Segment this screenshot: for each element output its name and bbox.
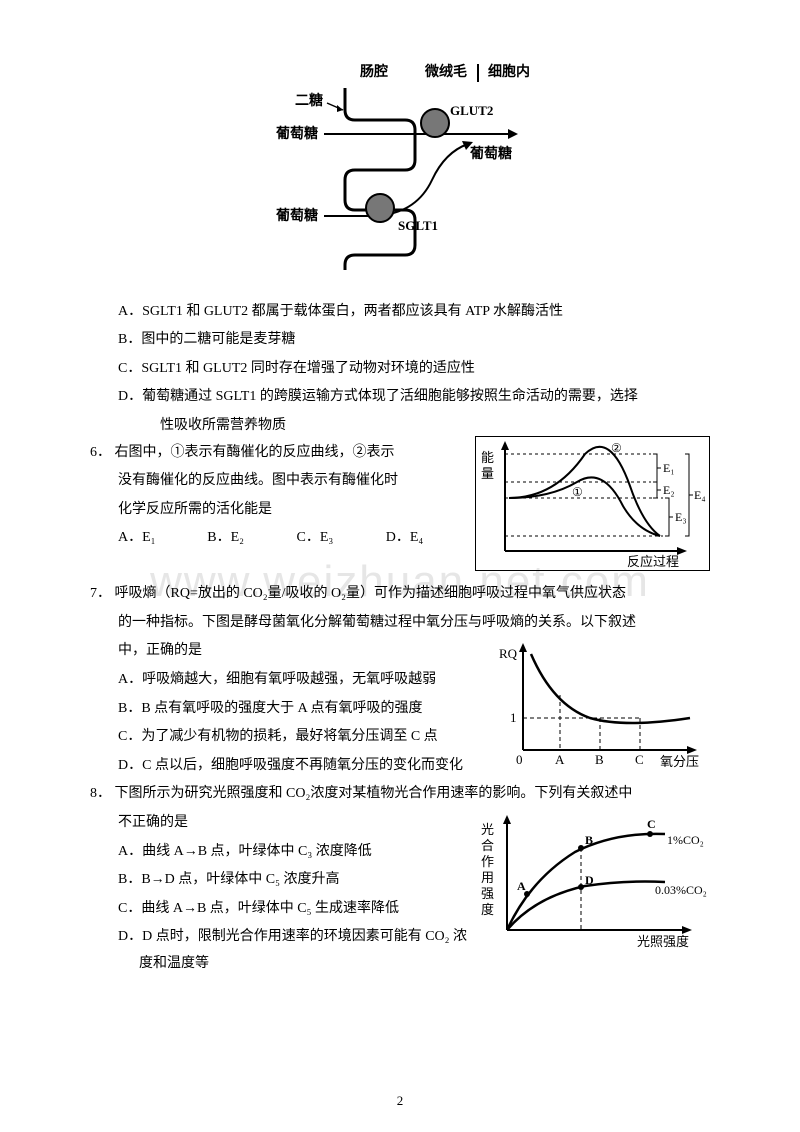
q7-y1: 1 — [510, 710, 517, 725]
page-content: 肠腔 微绒毛 细胞内 二糖 葡萄糖 GLUT2 葡萄糖 葡萄糖 SGLT1 — [90, 60, 710, 979]
q8-xlabel: 光照强度 — [637, 934, 689, 949]
q6-E3: E₃ — [675, 510, 687, 524]
q7-chart: RQ 氧分压 1 0 A B C — [495, 640, 710, 781]
q8-s1: 1%CO₂ — [667, 833, 704, 847]
q8-pA: A — [517, 879, 526, 893]
q6-E4: E₄ — [694, 488, 706, 502]
q5-opt-b: B．图中的二糖可能是麦芽糖 — [90, 327, 710, 354]
q7-B: B — [595, 752, 604, 767]
q8-stem1: 8． 下图所示为研究光照强度和 CO₂浓度对某植物光合作用速率的影响。下列有关叙… — [90, 781, 710, 808]
q6-xlabel: 反应过程 — [627, 554, 679, 569]
q6-ylabel: 能 — [481, 450, 494, 465]
q7-C: C — [635, 752, 644, 767]
q6-mark1: ① — [572, 485, 583, 499]
q6-E1: E₁ — [663, 461, 675, 475]
q8-pD: D — [585, 873, 594, 887]
q8-pC: C — [647, 817, 656, 831]
q7-A: A — [555, 752, 565, 767]
label-xibaonei: 细胞内 — [488, 63, 530, 80]
svg-text:作: 作 — [481, 854, 494, 869]
q8-s2: 0.03%CO₂ — [655, 883, 707, 897]
label-glucose-bottom: 葡萄糖 — [275, 207, 318, 224]
q8-pB: B — [585, 833, 593, 847]
q7-stem2: 的一种指标。下图是酵母菌氧化分解葡萄糖过程中氧分压与呼吸熵的关系。以下叙述 — [90, 610, 710, 637]
label-sglt1: SGLT1 — [398, 218, 438, 233]
sglt1-circle — [366, 194, 394, 222]
q5-opt-d: D．葡萄糖通过 SGLT1 的跨膜运输方式体现了活细胞能够按照生命活动的需要，选… — [90, 384, 710, 411]
q7-ylabel: RQ — [499, 646, 518, 661]
q6-chart: 能 量 反应过程 ① ② E₁ E₂ E₃ E₄ — [475, 436, 710, 582]
glut2-circle — [421, 109, 449, 137]
label-glucose-top: 葡萄糖 — [275, 125, 318, 142]
q8-chart: 光 合 作 用 强 度 光照强度 A B C D 1%CO₂ 0.03%CO₂ — [475, 812, 710, 963]
q7-xlabel: 氧分压 — [660, 754, 699, 769]
q6-opt-b: B．E₂ — [207, 525, 296, 552]
q6-opt-d: D．E₄ — [386, 525, 475, 552]
q6-mark2: ② — [611, 441, 622, 455]
label-changqiang: 肠腔 — [360, 63, 388, 80]
q6-opt-a: A．E₁ — [118, 525, 207, 552]
q6-options: A．E₁ B．E₂ C．E₃ D．E₄ — [90, 525, 475, 552]
diagram-membrane: 肠腔 微绒毛 细胞内 二糖 葡萄糖 GLUT2 葡萄糖 葡萄糖 SGLT1 — [90, 60, 710, 281]
page-number: 2 — [0, 1089, 800, 1114]
svg-text:强: 强 — [481, 886, 494, 901]
q5-opt-a: A．SGLT1 和 GLUT2 都属于载体蛋白，两者都应该具有 ATP 水解酶活… — [90, 299, 710, 326]
q7-stem1: 7． 呼吸熵（RQ=放出的 CO₂量/吸收的 O₂量）可作为描述细胞呼吸过程中氧… — [90, 581, 710, 608]
q5-opt-c: C．SGLT1 和 GLUT2 同时存在增强了动物对环境的适应性 — [90, 356, 710, 383]
label-ertang: 二糖 — [295, 92, 323, 109]
label-weirongmao: 微绒毛 — [424, 63, 467, 80]
svg-text:用: 用 — [481, 870, 494, 885]
q6-opt-c: C．E₃ — [297, 525, 386, 552]
label-glucose-out: 葡萄糖 — [469, 145, 512, 162]
svg-text:光: 光 — [481, 822, 494, 837]
svg-text:量: 量 — [481, 466, 494, 481]
q6-E2: E₂ — [663, 483, 675, 497]
svg-text:合: 合 — [481, 838, 494, 853]
q7-origin: 0 — [516, 752, 523, 767]
svg-text:度: 度 — [481, 902, 494, 917]
label-glut2: GLUT2 — [450, 103, 493, 118]
